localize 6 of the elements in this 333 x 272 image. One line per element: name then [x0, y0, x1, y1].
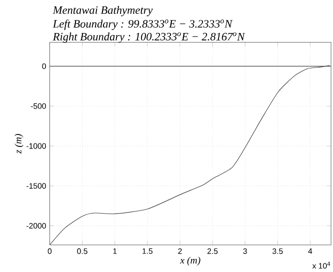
- annotation: Right Boundary : 100.2333$^{o}$E − 2.8167$^{o}$N: [52, 32, 246, 43]
- chart-subtitle: Left Boundary : 99.8333$^{o}$E − 3.2333$^{o}$N: [52, 19, 233, 30]
- x-axis-title: x (m): [180, 256, 200, 266]
- chart-title: Mentawai Bathymetry: [52, 6, 153, 16]
- line-series: [50, 64, 330, 245]
- y-axis-title: z (m): [14, 134, 24, 154]
